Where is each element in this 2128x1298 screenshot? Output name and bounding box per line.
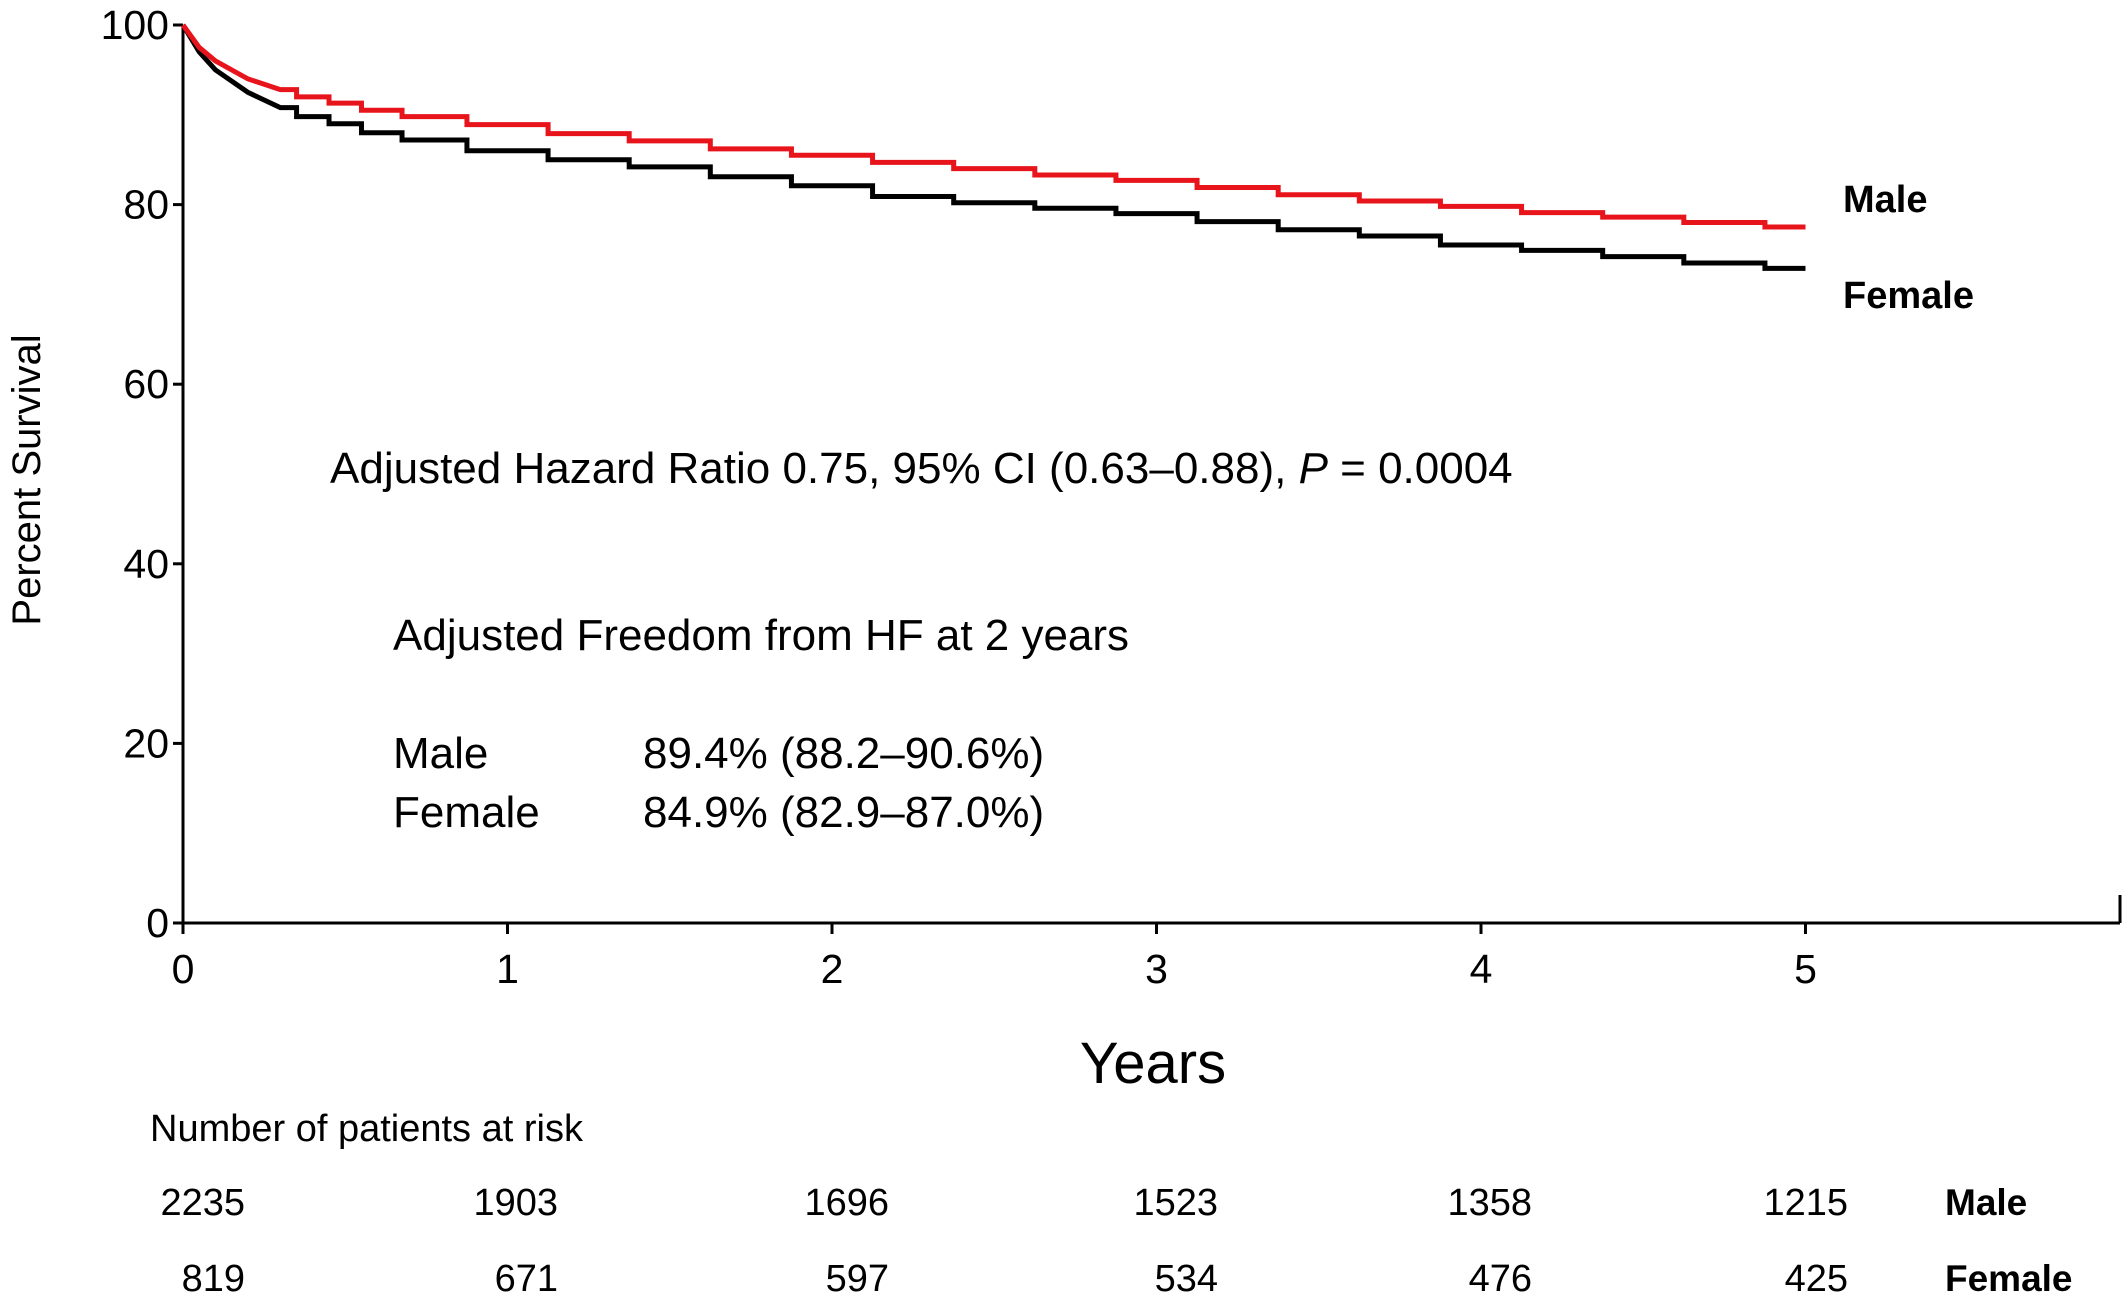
risk-cell-male: 1523: [1133, 1182, 1218, 1224]
risk-table: 2235 1903 1696 1523 1358 1215 Male 819 671 597 534…: [160, 1182, 2072, 1298]
x-tick-label: 0: [172, 946, 195, 992]
y-tick-label: 40: [123, 541, 169, 587]
x-tick-label: 2: [821, 946, 844, 992]
x-ticks: 0 1 2 3 4 5: [172, 923, 1817, 992]
risk-row-label-female: Female: [1945, 1258, 2073, 1298]
x-tick-label: 4: [1470, 946, 1493, 992]
y-axis-label: Percent Survival: [5, 334, 49, 625]
y-tick-label: 20: [123, 720, 169, 766]
series-line-male: [180, 23, 1806, 230]
series-group: [180, 23, 1806, 271]
freedom-title: Adjusted Freedom from HF at 2 years: [393, 611, 1129, 660]
hazard-ratio-p: P: [1299, 444, 1329, 493]
risk-cell-male: 1696: [804, 1182, 889, 1224]
risk-cell-female: 476: [1469, 1258, 1532, 1298]
y-ticks: 0 20 40 60 80 100: [101, 2, 183, 946]
risk-cell-male: 1358: [1447, 1182, 1532, 1224]
risk-cell-female: 534: [1155, 1258, 1218, 1298]
series-line-female: [180, 23, 1806, 271]
risk-cell-female: 671: [495, 1258, 558, 1298]
x-axis-label: Years: [1080, 1031, 1226, 1096]
freedom-row-female-group: Female: [393, 788, 540, 837]
hazard-ratio-prefix: Adjusted Hazard Ratio 0.75, 95% CI (0.63…: [330, 444, 1299, 493]
hazard-ratio-annotation: Adjusted Hazard Ratio 0.75, 95% CI (0.63…: [330, 444, 1513, 493]
axes: 0 20 40 60 80 100 0 1 2 3 4 5: [101, 2, 2122, 992]
risk-cell-female: 425: [1785, 1258, 1848, 1298]
y-tick-label: 80: [123, 182, 169, 228]
freedom-row-male-value: 89.4% (88.2–90.6%): [643, 729, 1044, 778]
risk-cell-male: 1215: [1763, 1182, 1848, 1224]
x-tick-label: 5: [1794, 946, 1817, 992]
risk-table-title: Number of patients at risk: [150, 1108, 584, 1150]
x-tick-label: 1: [496, 946, 519, 992]
y-tick-label: 0: [146, 900, 169, 946]
series-end-label-male: Male: [1843, 179, 1927, 221]
y-tick-label: 60: [123, 361, 169, 407]
risk-cell-male: 2235: [160, 1182, 245, 1224]
hazard-ratio-suffix: = 0.0004: [1328, 444, 1513, 493]
freedom-row-male-group: Male: [393, 729, 488, 778]
risk-cell-female: 819: [182, 1258, 245, 1298]
risk-cell-male: 1903: [473, 1182, 558, 1224]
freedom-row-female-value: 84.9% (82.9–87.0%): [643, 788, 1044, 837]
risk-row-label-male: Male: [1945, 1182, 2027, 1223]
x-tick-label: 3: [1145, 946, 1168, 992]
risk-cell-female: 597: [826, 1258, 889, 1298]
y-tick-label: 100: [101, 2, 169, 48]
series-end-label-female: Female: [1843, 275, 1974, 317]
